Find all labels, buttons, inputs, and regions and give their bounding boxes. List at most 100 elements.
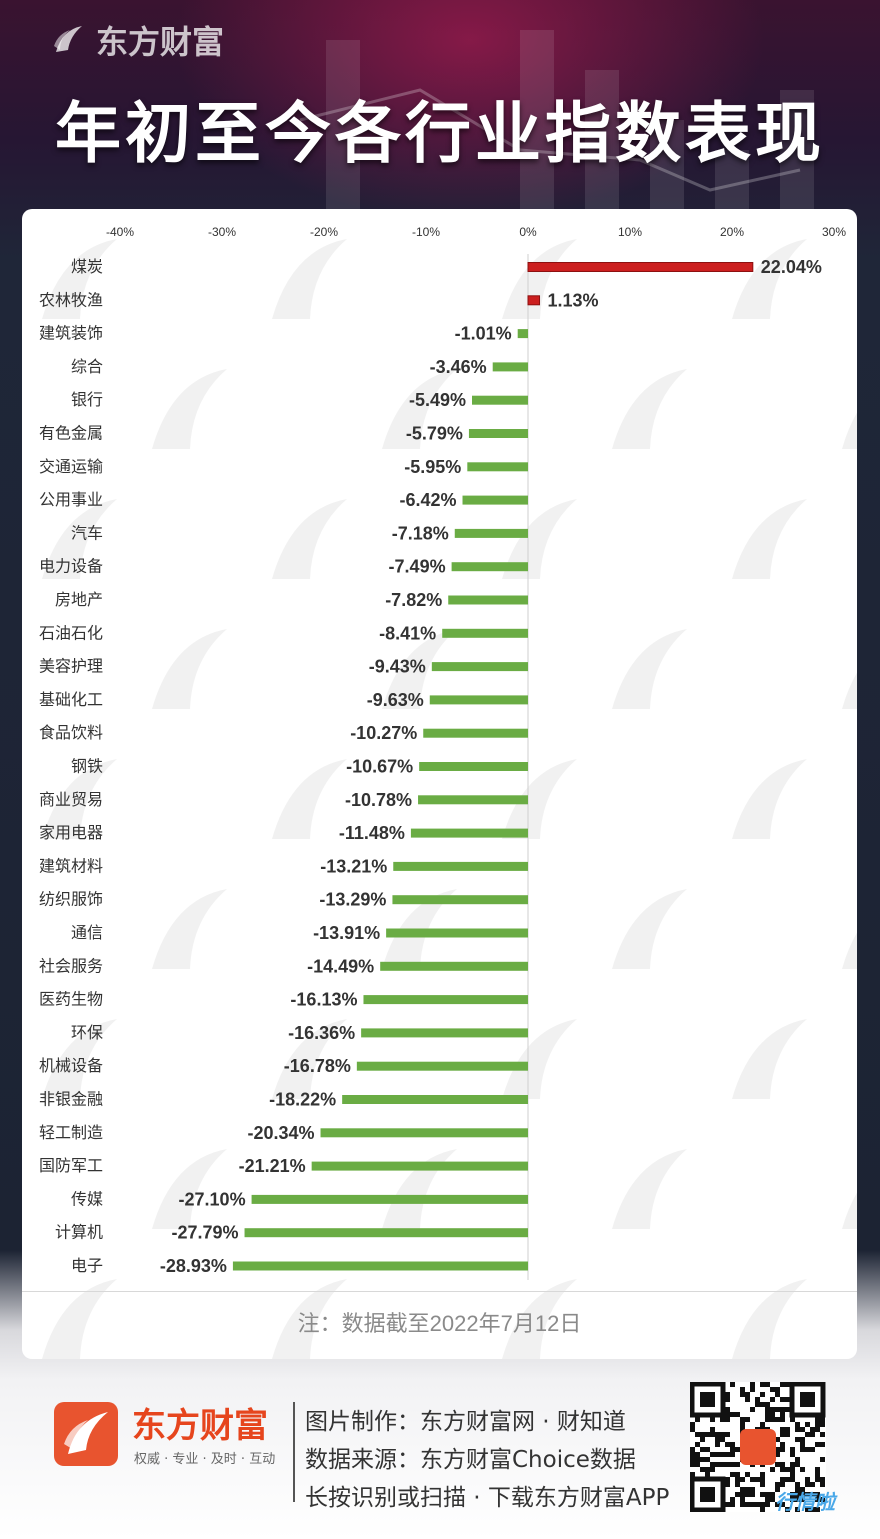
bar: [429, 695, 528, 705]
bar: [462, 495, 528, 505]
watermark-flame-icon: [732, 499, 807, 579]
watermark-flame-icon: [42, 239, 117, 319]
page-title: 年初至今各行业指数表现: [55, 94, 825, 172]
watermark-flame-icon: [612, 369, 687, 449]
bar: [361, 1028, 528, 1038]
value-label: -21.21%: [239, 1156, 306, 1176]
watermark-flame-icon: [152, 629, 227, 709]
bar: [419, 762, 528, 771]
watermark-flame-icon: [842, 412, 857, 449]
bar: [356, 1061, 528, 1071]
category-label: 交通运输: [39, 457, 103, 476]
value-label: -13.91%: [313, 923, 380, 943]
x-tick-label: -10%: [412, 225, 440, 239]
category-label: 医药生物: [39, 990, 103, 1009]
category-label: 传媒: [71, 1189, 103, 1208]
chart-card: -40% -30% -20% -10% 0% 10% 20% 30% 煤炭 22.04% 农林牧渔 1…: [22, 209, 857, 1359]
watermark-flame-icon: [42, 499, 117, 579]
value-label: -7.18%: [392, 523, 449, 543]
category-label: 美容护理: [39, 657, 103, 676]
watermark-flame-icon: [42, 1279, 117, 1359]
bar: [363, 995, 528, 1005]
watermark-flame-icon: [272, 1019, 347, 1099]
bar: [442, 628, 528, 638]
category-label: 环保: [71, 1023, 103, 1042]
bar: [431, 662, 528, 672]
note-divider: [22, 1291, 857, 1292]
bar: [467, 462, 528, 472]
value-label: -28.93%: [160, 1256, 227, 1276]
value-label: -20.34%: [247, 1123, 314, 1143]
value-label: -10.67%: [346, 757, 413, 777]
category-label: 计算机: [55, 1223, 103, 1242]
brand-name: 东方财富: [96, 23, 225, 61]
value-label: -14.49%: [307, 956, 374, 976]
watermark-flame-icon: [152, 369, 227, 449]
bar: [244, 1228, 529, 1238]
value-label: -16.78%: [284, 1056, 351, 1076]
footer-download[interactable]: 长按识别或扫描 · 下载东方财富APP: [305, 1485, 670, 1511]
value-label: -16.36%: [288, 1023, 355, 1043]
watermark-flame-icon: [272, 759, 347, 839]
x-tick-label: -20%: [310, 225, 338, 239]
watermark-flame-icon: [502, 759, 577, 839]
x-tick-label: 20%: [720, 225, 744, 239]
bar: [410, 828, 528, 838]
category-label: 非银金融: [39, 1090, 103, 1109]
bar: [311, 1161, 528, 1171]
bar: [380, 961, 528, 971]
bar: [472, 395, 528, 405]
bar: [492, 362, 528, 372]
category-label: 通信: [71, 923, 103, 942]
brand-flame-icon: [54, 26, 82, 52]
value-label: -3.46%: [430, 357, 487, 377]
category-label: 汽车: [71, 523, 103, 542]
watermark-flame-icon: [502, 1019, 577, 1099]
category-label: 电力设备: [39, 557, 103, 576]
bar: [517, 329, 528, 339]
watermark-flame-icon: [732, 239, 807, 319]
watermark-flame-icon: [42, 1019, 117, 1099]
category-label: 建筑材料: [39, 856, 103, 875]
bar: [392, 895, 528, 905]
watermark-flame-icon: [842, 1192, 857, 1229]
x-tick-label: 10%: [618, 225, 642, 239]
bar: [251, 1194, 528, 1204]
x-tick-label: -30%: [208, 225, 236, 239]
category-label: 钢铁: [71, 757, 103, 776]
value-label: -27.10%: [179, 1189, 246, 1209]
category-label: 食品饮料: [39, 723, 103, 742]
watermark-flame-icon: [272, 499, 347, 579]
watermark-pattern: [42, 239, 857, 1359]
category-label: 综合: [71, 357, 103, 376]
value-label: -7.49%: [389, 557, 446, 577]
watermark-flame-icon: [272, 1279, 347, 1359]
footer-logo-icon: [54, 1402, 118, 1466]
value-label: -16.13%: [290, 990, 357, 1010]
value-label: -13.29%: [319, 890, 386, 910]
value-label: 22.04%: [761, 257, 822, 277]
watermark-flame-icon: [152, 1149, 227, 1229]
value-label: -1.01%: [455, 324, 512, 344]
data-note: 注：数据截至2022年7月12日: [297, 1311, 582, 1336]
value-label: -5.95%: [404, 457, 461, 477]
bar: [527, 295, 541, 306]
qr-logo-icon: [740, 1429, 776, 1465]
value-label: -10.78%: [345, 790, 412, 810]
footer-credit: 图片制作：东方财富网 · 财知道: [305, 1409, 626, 1435]
category-label: 轻工制造: [39, 1123, 103, 1142]
watermark-flame-icon: [272, 239, 347, 319]
bar: [527, 262, 754, 272]
value-label: -8.41%: [379, 623, 436, 643]
bar: [320, 1128, 528, 1138]
category-label: 基础化工: [39, 690, 103, 709]
corner-badge: 行情啦: [775, 1490, 835, 1514]
watermark-flame-icon: [612, 889, 687, 969]
category-label: 电子: [71, 1256, 103, 1275]
watermark-flame-icon: [502, 499, 577, 579]
bar: [232, 1261, 528, 1271]
category-label: 机械设备: [39, 1056, 103, 1075]
qr-code[interactable]: [690, 1382, 826, 1512]
category-label: 房地产: [55, 590, 103, 609]
watermark-flame-icon: [732, 1019, 807, 1099]
